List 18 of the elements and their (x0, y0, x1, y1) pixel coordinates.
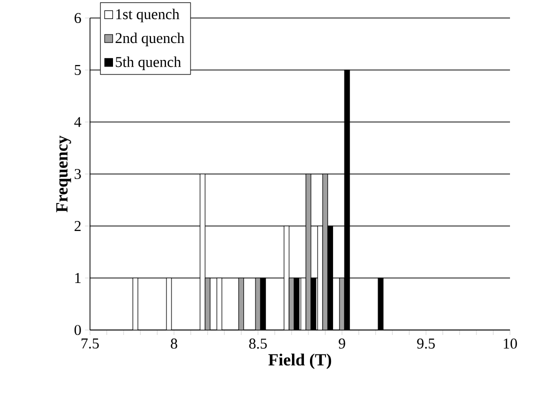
y-tick-label: 0 (74, 324, 81, 336)
x-axis-title: Field (T) (268, 354, 332, 370)
y-tick-label: 1 (75, 273, 81, 283)
x-tick-label: 10 (504, 338, 517, 349)
x-tick-label: 9.5 (417, 338, 435, 349)
y-tick-label: 4 (74, 117, 82, 127)
y-tick-label: 2 (74, 221, 81, 231)
y-tick-label: 6 (74, 12, 82, 24)
y-tick-label: 3 (74, 168, 81, 180)
x-tick-label: 8 (170, 338, 178, 349)
x-tick-label: 7.5 (82, 338, 99, 349)
x-tick-label: 8.5 (249, 338, 267, 349)
x-tick-label: 9 (338, 338, 346, 349)
legend-label: 1st quench (116, 8, 180, 22)
y-axis-title: Frequency (56, 136, 72, 212)
y-tick-label: 5 (74, 65, 81, 75)
legend-label: 5th quench (116, 56, 181, 70)
legend-label: 2nd quench (116, 32, 184, 46)
